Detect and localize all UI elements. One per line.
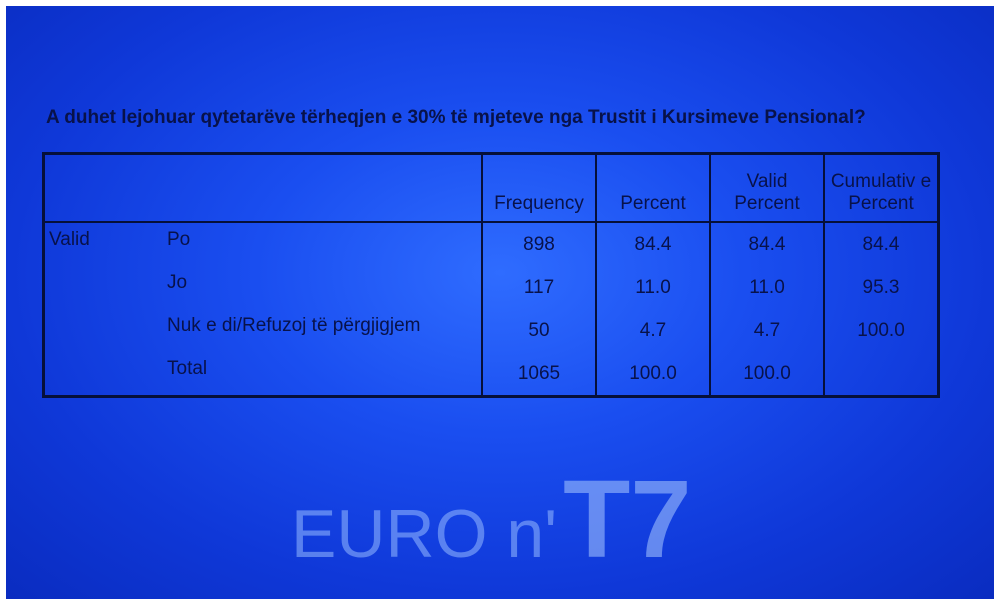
logo: EURO n'T7 (291, 456, 692, 583)
row-label: Po (167, 229, 191, 250)
group-label: Valid (49, 229, 90, 250)
table-title: A duhet lejohuar qytetarëve tërheqjen e … (46, 107, 866, 128)
screen: A duhet lejohuar qytetarëve tërheqjen e … (6, 6, 994, 599)
table-cell: 11.0 (709, 266, 824, 309)
table-cell: 84.4 (595, 222, 710, 266)
table-cell: 898 (481, 222, 596, 266)
row-label: Nuk e di/Refuzoj të përgjigjem (167, 315, 421, 336)
table-cell: 117 (481, 266, 596, 309)
table-row: Valid Po 898 84.4 84.4 84.4 (44, 222, 939, 266)
table-cell: 95.3 (823, 266, 939, 309)
logo-text: EURO n' (291, 496, 558, 572)
table-row: Total 1065 100.0 100.0 (44, 352, 939, 397)
header-row: Frequency Percent Valid Percent Cumulativ e… (43, 153, 939, 223)
table-row: Jo 117 11.0 11.0 95.3 (44, 266, 939, 309)
column-header: Valid Percent (709, 153, 824, 223)
row-label: Total (167, 358, 208, 379)
table-cell: 100.0 (823, 309, 939, 352)
table-cell: 100.0 (595, 352, 710, 397)
header-blank (43, 153, 482, 223)
column-header: Frequency (481, 153, 596, 223)
table-row: Nuk e di/Refuzoj të përgjigjem 50 4.7 4.7 10… (44, 309, 939, 352)
column-header: Percent (595, 153, 710, 223)
table-cell (823, 352, 939, 397)
row-label: Jo (167, 272, 188, 293)
table-cell: 100.0 (709, 352, 824, 397)
table-cell: 84.4 (823, 222, 939, 266)
table-cell: 84.4 (709, 222, 824, 266)
frequency-table: Frequency Percent Valid Percent Cumulativ e… (42, 152, 940, 398)
column-header: Cumulativ e Percent (823, 153, 939, 223)
table-cell: 4.7 (595, 309, 710, 352)
table-cell: 50 (481, 309, 596, 352)
table-cell: 4.7 (709, 309, 824, 352)
logo-mark: T7 (563, 458, 692, 581)
table-cell: 1065 (481, 352, 596, 397)
table-cell: 11.0 (595, 266, 710, 309)
